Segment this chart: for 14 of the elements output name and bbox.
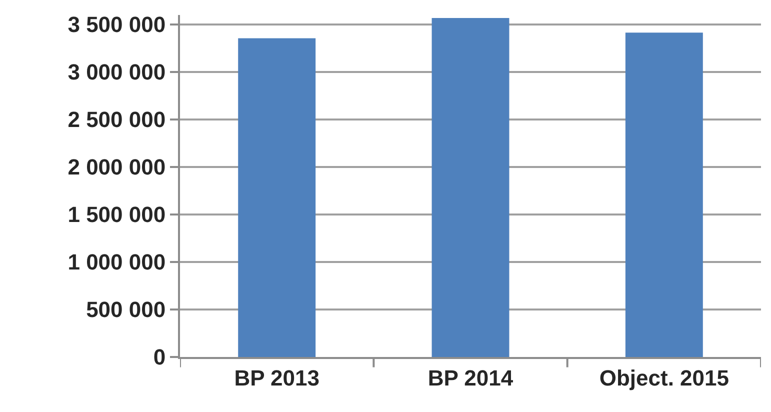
y-tick-label: 2 500 000: [68, 107, 166, 132]
y-tick-label: 1 000 000: [68, 250, 166, 275]
y-tick-label: 2 000 000: [68, 154, 166, 180]
y-tick-label: 1 500 000: [68, 202, 166, 228]
bar: [625, 32, 703, 357]
y-tick-label: 3 000 000: [68, 60, 166, 85]
bar: [238, 38, 316, 357]
y-tick-label: 500 000: [86, 297, 166, 322]
x-tick-label: BP 2013: [234, 365, 320, 390]
y-tick-label: 3 500 000: [68, 12, 166, 38]
bar: [432, 18, 510, 357]
x-tick-label: BP 2014: [428, 365, 514, 390]
x-tick-label: Object. 2015: [599, 365, 729, 390]
y-tick-label: 0: [153, 344, 166, 370]
